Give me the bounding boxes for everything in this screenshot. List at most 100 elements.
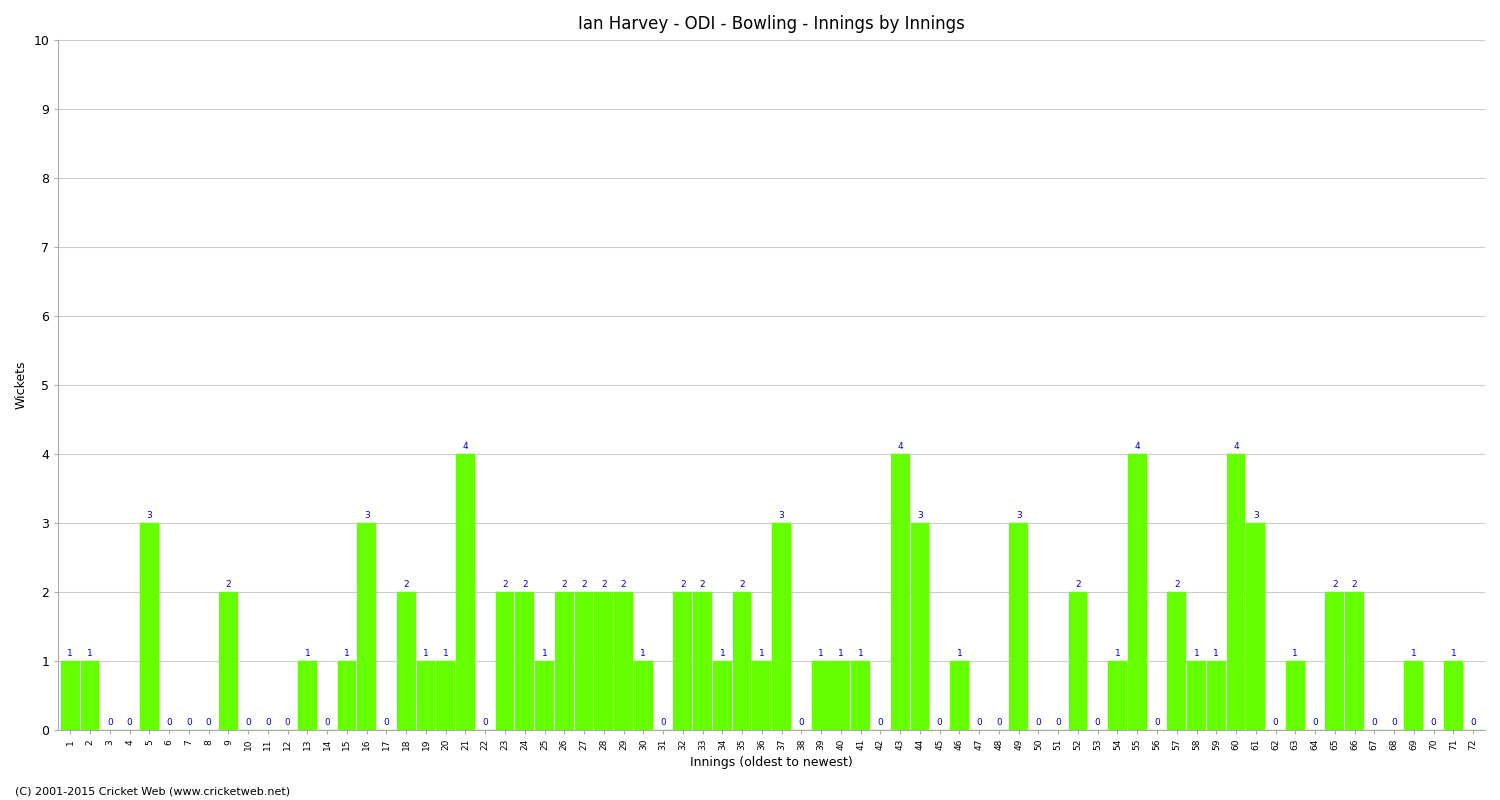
Text: 2: 2 — [225, 580, 231, 589]
Text: 1: 1 — [344, 649, 350, 658]
Text: 0: 0 — [1312, 718, 1318, 727]
Bar — [614, 592, 633, 730]
Text: 0: 0 — [938, 718, 942, 727]
Y-axis label: Wickets: Wickets — [15, 361, 28, 410]
Text: 2: 2 — [404, 580, 410, 589]
Text: 1: 1 — [839, 649, 844, 658]
Bar — [140, 523, 159, 730]
Bar — [417, 661, 435, 730]
Text: 1: 1 — [720, 649, 724, 658]
Bar — [693, 592, 712, 730]
Text: 0: 0 — [1154, 718, 1160, 727]
Bar — [1128, 454, 1146, 730]
Text: 0: 0 — [186, 718, 192, 727]
Bar — [436, 661, 454, 730]
Bar — [910, 523, 930, 730]
Text: 0: 0 — [1056, 718, 1060, 727]
Text: 1: 1 — [957, 649, 963, 658]
Text: 0: 0 — [384, 718, 390, 727]
Text: 1: 1 — [1412, 649, 1416, 658]
Bar — [1167, 592, 1186, 730]
Text: 0: 0 — [798, 718, 804, 727]
Bar — [1010, 523, 1028, 730]
Text: 0: 0 — [1470, 718, 1476, 727]
Text: 1: 1 — [304, 649, 310, 658]
Bar — [831, 661, 850, 730]
Text: 4: 4 — [462, 442, 468, 451]
Text: 3: 3 — [1016, 511, 1022, 520]
Bar — [753, 661, 771, 730]
Text: 1: 1 — [759, 649, 765, 658]
Bar — [357, 523, 376, 730]
Text: 2: 2 — [561, 580, 567, 589]
Bar — [1326, 592, 1344, 730]
Text: 2: 2 — [700, 580, 705, 589]
Text: 1: 1 — [68, 649, 74, 658]
Text: 0: 0 — [1095, 718, 1101, 727]
Text: 3: 3 — [364, 511, 369, 520]
Text: (C) 2001-2015 Cricket Web (www.cricketweb.net): (C) 2001-2015 Cricket Web (www.cricketwe… — [15, 786, 290, 796]
Text: 1: 1 — [87, 649, 93, 658]
Text: 0: 0 — [106, 718, 112, 727]
Bar — [338, 661, 357, 730]
Text: 3: 3 — [147, 511, 152, 520]
Text: 4: 4 — [897, 442, 903, 451]
Bar — [950, 661, 969, 730]
Bar — [516, 592, 534, 730]
Text: 3: 3 — [916, 511, 922, 520]
Bar — [891, 454, 909, 730]
Text: 1: 1 — [423, 649, 429, 658]
Text: 2: 2 — [503, 580, 509, 589]
Text: 0: 0 — [166, 718, 172, 727]
Text: 1: 1 — [442, 649, 448, 658]
Text: 0: 0 — [878, 718, 884, 727]
Text: 0: 0 — [996, 718, 1002, 727]
Text: 0: 0 — [1431, 718, 1437, 727]
Bar — [1186, 661, 1206, 730]
Text: 1: 1 — [1214, 649, 1219, 658]
Text: 3: 3 — [778, 511, 784, 520]
Bar — [1208, 661, 1225, 730]
Bar — [1068, 592, 1088, 730]
Bar — [594, 592, 613, 730]
Text: 0: 0 — [660, 718, 666, 727]
Bar — [852, 661, 870, 730]
Text: 0: 0 — [1390, 718, 1396, 727]
Bar — [634, 661, 652, 730]
Bar — [398, 592, 416, 730]
Text: 4: 4 — [1233, 442, 1239, 451]
Text: 1: 1 — [818, 649, 824, 658]
Text: 0: 0 — [206, 718, 212, 727]
Text: 2: 2 — [1174, 580, 1179, 589]
Text: 0: 0 — [246, 718, 250, 727]
Bar — [732, 592, 752, 730]
Text: 0: 0 — [126, 718, 132, 727]
Text: 0: 0 — [266, 718, 272, 727]
Bar — [772, 523, 790, 730]
Bar — [1346, 592, 1364, 730]
Text: 2: 2 — [680, 580, 686, 589]
Bar — [712, 661, 732, 730]
Text: 1: 1 — [1194, 649, 1200, 658]
Text: 2: 2 — [602, 580, 606, 589]
Text: 2: 2 — [1352, 580, 1358, 589]
Bar — [1108, 661, 1126, 730]
Bar — [495, 592, 514, 730]
Bar — [81, 661, 99, 730]
Bar — [536, 661, 554, 730]
Bar — [812, 661, 831, 730]
Text: 2: 2 — [522, 580, 528, 589]
Text: 0: 0 — [1371, 718, 1377, 727]
Text: 2: 2 — [740, 580, 746, 589]
Bar — [574, 592, 594, 730]
Text: 2: 2 — [1076, 580, 1082, 589]
Title: Ian Harvey - ODI - Bowling - Innings by Innings: Ian Harvey - ODI - Bowling - Innings by … — [579, 15, 964, 33]
Text: 1: 1 — [1450, 649, 1456, 658]
Bar — [1227, 454, 1245, 730]
Text: 0: 0 — [976, 718, 982, 727]
Bar — [555, 592, 573, 730]
Bar — [1246, 523, 1264, 730]
Text: 0: 0 — [1035, 718, 1041, 727]
Text: 1: 1 — [1293, 649, 1298, 658]
Bar — [674, 592, 692, 730]
